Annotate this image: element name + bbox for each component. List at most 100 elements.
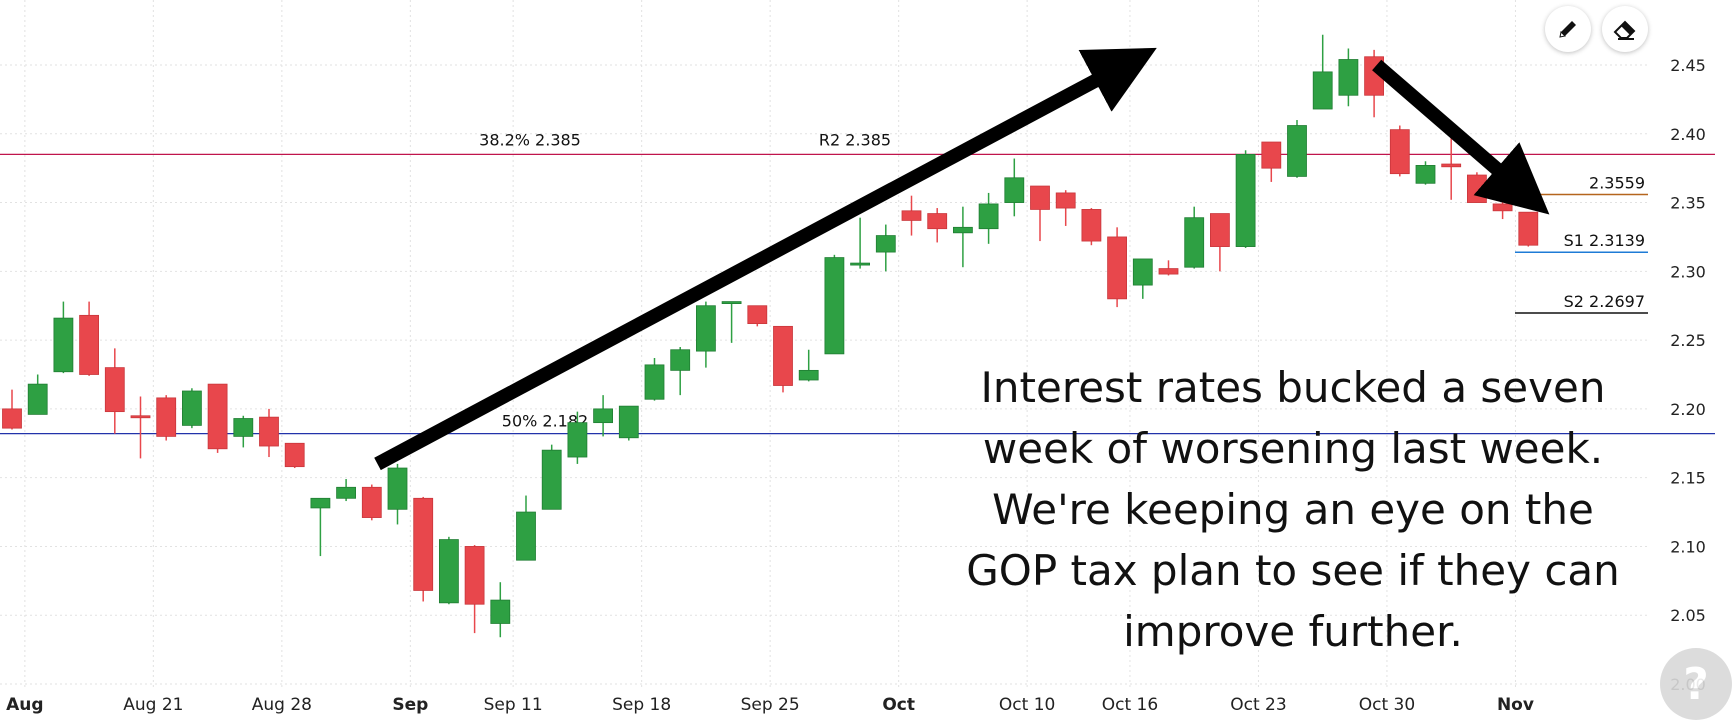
candle-body [104,367,125,413]
candle-body [27,383,48,415]
eraser-icon [1613,20,1636,40]
trend-arrows [374,47,1550,471]
pencil-button[interactable] [1545,6,1591,52]
candle [1081,208,1102,246]
candle [233,415,254,448]
candle-body [490,599,511,624]
y-tick-label: 2.10 [1670,537,1706,556]
candle-body [1235,154,1256,247]
candle-body [259,416,279,447]
candle [1492,192,1513,220]
candle [361,484,382,521]
y-tick-label: 2.45 [1670,56,1706,75]
candle [1389,125,1410,177]
annotation-text: Interest rates bucked a seven week of wor… [966,363,1620,656]
up-trend-arrow [374,47,1157,471]
candle [1184,206,1205,269]
candle-body [850,262,870,266]
candle-body [1055,192,1076,209]
candle [824,254,845,355]
candle [747,305,768,327]
down-trend-arrow [1372,59,1550,215]
candle-body [387,467,408,510]
candle-body [1338,59,1359,96]
candle-body [1107,236,1127,300]
annotation-line: Interest rates bucked a seven [981,363,1606,412]
x-tick-label: Oct 30 [1359,695,1415,715]
candle [1312,34,1333,110]
candle [1235,150,1256,248]
candle [593,395,613,437]
candle [1518,211,1539,247]
annotation-line: We're keeping an eye on the [992,485,1594,534]
candle [618,405,639,441]
pencil-icon [1559,21,1576,38]
candle [490,582,511,638]
candle-body [1261,141,1282,169]
help-button[interactable]: ? [1660,648,1732,720]
x-tick-label: Sep [392,695,428,715]
candle [696,301,716,368]
candle [181,388,202,429]
candle-body [618,405,639,439]
x-axis: Aug Aug 21 Aug 28 Sep Sep 11 Sep 18 Sep 25 Oct O… [6,695,1534,715]
candle [130,396,151,459]
candle [310,497,331,557]
x-tick-label: Oct [882,695,915,715]
candle-body [1467,174,1487,203]
y-tick-label: 2.05 [1670,606,1706,625]
candle-body [978,203,999,230]
candle-body [1518,211,1539,246]
candle [644,357,665,401]
candle-body [1492,203,1513,212]
level-label: 38.2% 2.385 [479,130,581,149]
candle-body [2,408,22,429]
level-lines: 38.2% 2.385 R2 2.385 50% 2.182 2.3559 S1 2.3… [0,130,1715,435]
candle-body [284,442,305,468]
candle-body [927,213,948,230]
candle [670,346,691,396]
y-axis: 2.452.402.352.302.252.202.152.102.052.00 [1670,56,1706,694]
candle-body [593,408,613,424]
candle [901,195,922,236]
candle [1261,141,1282,182]
candle-body [953,226,973,234]
candle [1132,258,1153,299]
candle-body [233,418,254,437]
candle [1287,120,1307,178]
x-tick-label: Sep 25 [741,695,800,715]
candle [773,325,793,393]
candle [850,217,870,269]
candle-body [901,210,922,221]
x-tick-label: Oct 23 [1230,695,1286,715]
level-label: R2 2.385 [819,130,891,149]
candle [721,301,742,343]
x-tick-label: Nov [1497,695,1534,715]
candle [284,442,305,469]
candle [1210,213,1230,272]
candle [1004,158,1025,217]
candle [978,192,999,244]
candle-body [1004,177,1025,203]
candle [1030,185,1050,242]
candle-body [464,546,485,605]
candle-body [516,511,536,561]
annotation-line: improve further. [1123,607,1463,656]
candle-body [875,235,896,253]
level-label: S2 2.2697 [1564,292,1645,311]
candle-body [438,539,459,604]
candle [438,536,459,605]
candle [1158,260,1179,276]
candle [953,206,973,268]
candle-body [1081,209,1102,242]
x-tick-label: Sep 18 [612,695,671,715]
eraser-button[interactable] [1602,6,1648,52]
candle-body [207,383,228,450]
y-tick-label: 2.30 [1670,262,1706,281]
candle [927,208,948,243]
candle-body [567,422,588,458]
candle [413,496,434,602]
annotation-line: week of worsening last week. [983,424,1603,473]
candle [1107,227,1127,308]
